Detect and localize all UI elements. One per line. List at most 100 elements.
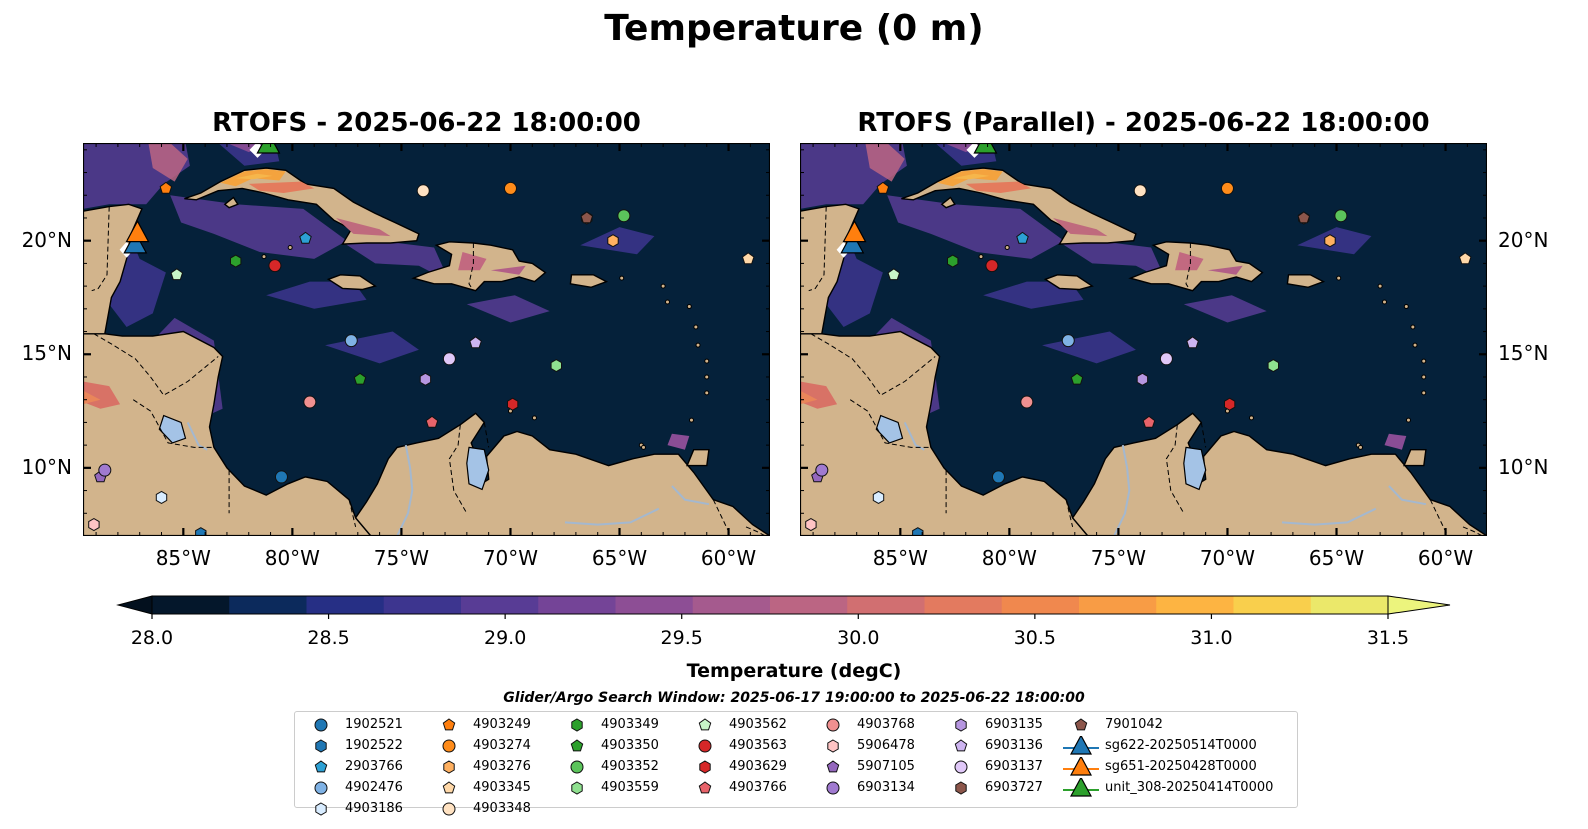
argo-float-6903134	[815, 463, 829, 477]
lat-tick-label-left: 15°N	[21, 341, 72, 366]
lon-tick-label: 60°W	[700, 546, 757, 570]
warm-water-field	[667, 433, 690, 450]
legend-marker-4903249	[442, 718, 456, 731]
legend-marker-4903562	[698, 718, 712, 731]
colorbar-segment	[1079, 596, 1157, 614]
colorbar-segment	[383, 596, 462, 614]
argo-float-4903276	[607, 234, 619, 248]
small-island	[1358, 444, 1364, 450]
argo-float-4903562	[170, 268, 184, 281]
small-island	[978, 254, 984, 260]
legend-marker	[571, 781, 583, 795]
legend-marker	[570, 760, 584, 774]
legend-marker	[442, 739, 456, 753]
legend-marker	[315, 802, 327, 816]
argo-float-4903274	[503, 181, 517, 195]
legend-marker-4903274	[442, 739, 456, 753]
small-island	[704, 390, 710, 396]
argo-float-4903629	[507, 397, 519, 411]
lake	[1183, 446, 1207, 491]
argo-float-6903137	[442, 352, 456, 366]
lon-tick-label: 70°W	[482, 546, 539, 570]
argo-float-5906478	[805, 518, 817, 532]
argo-float-4903186	[872, 490, 885, 504]
legend-marker-2903766	[314, 760, 328, 773]
legend-marker	[442, 802, 456, 816]
legend-marker	[826, 760, 840, 773]
legend-marker	[955, 718, 967, 732]
land-isle-of-youth	[940, 196, 956, 209]
argo-float-4903768	[1020, 395, 1034, 409]
argo-float-6903136	[469, 336, 482, 349]
glider-sg622-20250514T0000	[123, 231, 148, 254]
colorbar-segment	[1156, 596, 1234, 614]
legend-label: sg622-20250514T0000	[1105, 738, 1257, 753]
legend-label: 4903274	[473, 738, 531, 753]
map-panel-rtofs-parallel	[800, 143, 1487, 536]
country-border	[93, 333, 219, 396]
warm-water-field	[1057, 240, 1167, 282]
land-trinidad	[686, 449, 710, 467]
legend-marker	[1063, 736, 1099, 755]
argo-float-6903137	[1159, 352, 1173, 366]
small-island	[1381, 299, 1387, 305]
warm-water-field	[800, 390, 818, 405]
argo-float-4903766	[1142, 415, 1156, 428]
warm-water-field	[826, 218, 883, 327]
colorbar-tick-label: 28.5	[307, 627, 349, 649]
colorbar-segment	[615, 596, 694, 614]
warm-water-field	[466, 295, 550, 323]
argo-float-4903186	[155, 490, 168, 504]
lon-tick-label: 70°W	[1199, 546, 1256, 570]
argo-float-6903135	[419, 372, 432, 386]
legend-label: 4903563	[729, 738, 787, 753]
warm-water-field	[1053, 218, 1108, 237]
country-border	[468, 243, 474, 291]
legend-marker-6903727	[955, 781, 967, 795]
legend-marker	[954, 760, 968, 774]
lon-tick-label: 80°W	[264, 546, 320, 570]
colorbar-segment	[461, 596, 539, 614]
legend: 1902521 1902522 2903766 4902476 4903186 49032…	[294, 711, 1298, 816]
lon-tick-label: 60°W	[1417, 546, 1474, 570]
river	[396, 444, 414, 536]
land-puerto-rico	[1286, 274, 1326, 289]
legend-label: 4903559	[601, 780, 659, 795]
warm-water-field	[458, 252, 487, 271]
warm-water-field	[1175, 252, 1204, 271]
legend-label: 4903349	[601, 717, 659, 732]
small-island	[664, 299, 670, 305]
small-island	[1421, 390, 1427, 396]
legend-label: 6903727	[985, 780, 1043, 795]
legend-label: 4903249	[473, 717, 531, 732]
glider-sg622-20250514T0000	[840, 231, 865, 254]
colorbar-segment	[847, 596, 925, 614]
land-isle-of-youth	[223, 196, 239, 209]
map-panel-rtofs	[83, 143, 770, 536]
argo-float-2903766	[1016, 231, 1029, 244]
argo-float-4902476	[344, 334, 358, 348]
glider-unit_308-20250414T0000	[973, 143, 998, 154]
lat-tick-label-left: 20°N	[21, 227, 72, 252]
country-border	[1462, 526, 1484, 536]
lake	[466, 446, 490, 491]
legend-label: 4903352	[601, 759, 659, 774]
river	[903, 421, 925, 451]
argo-float-4903766	[425, 415, 439, 428]
legend-label: 6903134	[857, 780, 915, 795]
colorbar-segment	[1310, 596, 1389, 614]
legend-label: 6903137	[985, 759, 1043, 774]
legend-marker-sg622-20250514T0000	[1069, 736, 1093, 755]
small-island	[1410, 324, 1416, 330]
argo-float-4903629	[1224, 397, 1236, 411]
argo-float-4903349	[947, 254, 959, 268]
river	[1281, 507, 1377, 526]
warm-water-field	[325, 331, 419, 364]
map-ticks	[800, 143, 1487, 536]
country-border	[91, 206, 110, 292]
argo-float-4903349	[230, 254, 242, 268]
argo-float-7901042	[1297, 211, 1311, 224]
river	[564, 507, 660, 526]
legend-marker-5907105	[826, 760, 840, 773]
legend-marker	[699, 760, 711, 774]
